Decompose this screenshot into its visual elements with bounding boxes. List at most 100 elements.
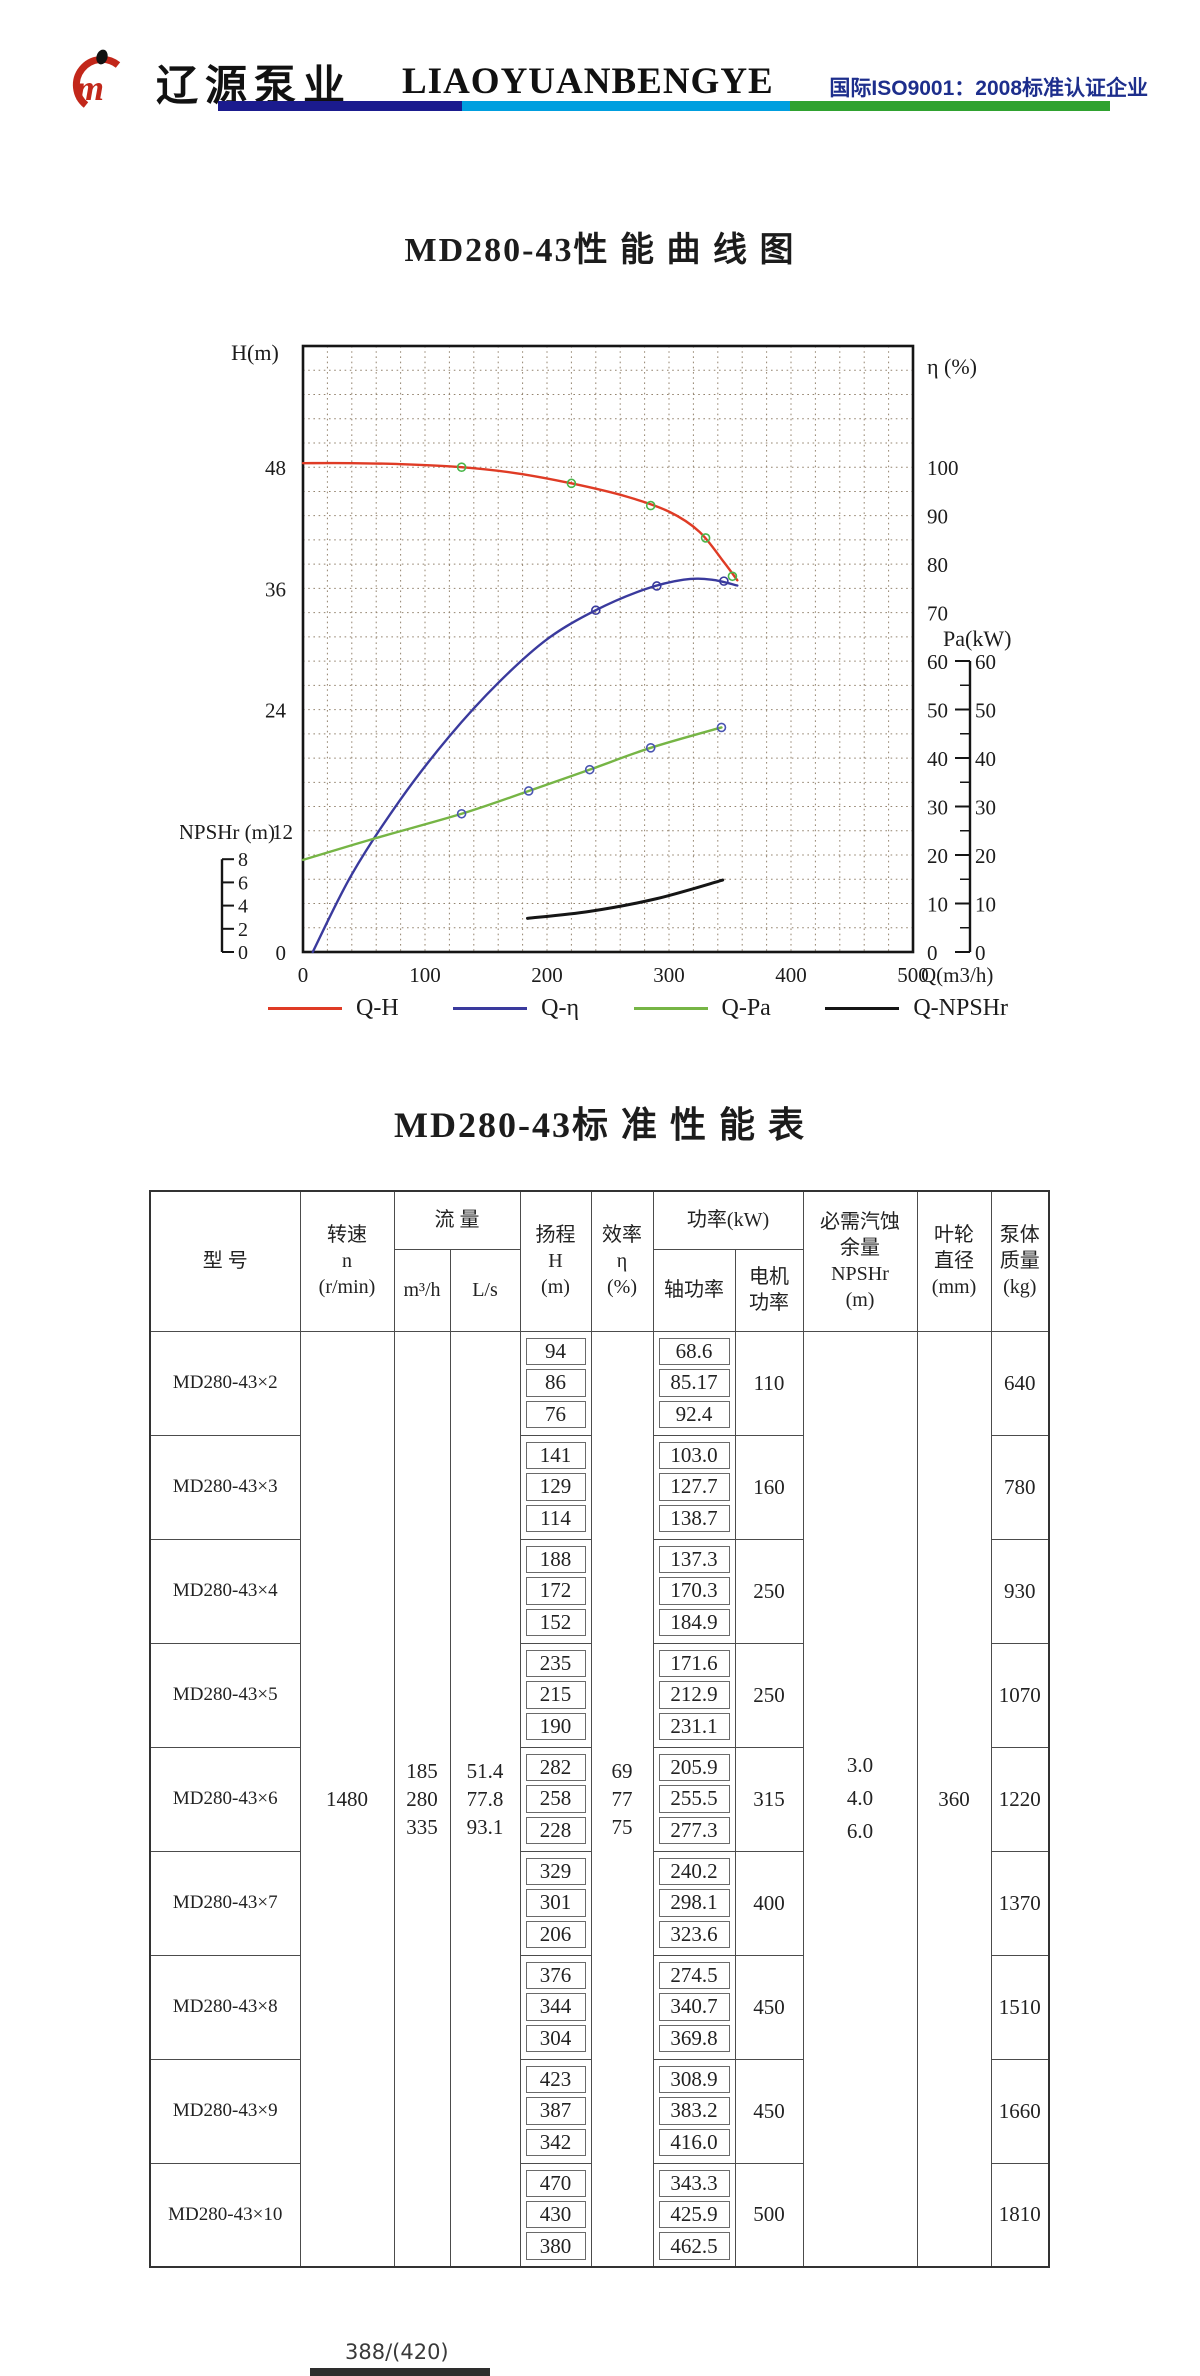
shaft-power-cell-value: 255.5 bbox=[658, 1785, 730, 1813]
legend-label: Q-Pa bbox=[721, 995, 771, 1021]
shaft-power-cell-value: 369.8 bbox=[658, 2024, 730, 2052]
col-header-speed: 转速 n (r/min) bbox=[299, 1190, 395, 1332]
shaft-power-cell-value: 274.5 bbox=[658, 1962, 730, 1990]
motor-power-cell: 315 bbox=[734, 1746, 804, 1852]
h-tick-label: 36 bbox=[265, 577, 286, 601]
head-cell-value: 329 bbox=[525, 1858, 586, 1886]
shaft-power-cell-value: 277.3 bbox=[658, 1816, 730, 1844]
weight-cell: 640 bbox=[990, 1330, 1050, 1436]
model-cell: MD280-43×4 bbox=[149, 1538, 301, 1644]
company-logo: m bbox=[72, 49, 121, 108]
eta-tick-label: 40 bbox=[927, 747, 948, 771]
shaft-power-cell-value: 127.7 bbox=[658, 1473, 730, 1501]
x-tick-label: 0 bbox=[298, 963, 309, 987]
weight-cell: 780 bbox=[990, 1434, 1050, 1540]
iso-certification-text: 国际ISO9001：2008标准认证企业 bbox=[829, 77, 1148, 100]
shaft-power-cell: 103.0 127.7 138.7 bbox=[652, 1434, 736, 1540]
shaft-power-cell-value: 425.9 bbox=[658, 2201, 730, 2229]
eta-tick-label: 60 bbox=[927, 650, 948, 674]
h-tick-label: 48 bbox=[265, 456, 286, 480]
col-header-motor-power: 电机 功率 bbox=[734, 1248, 804, 1332]
head-cell-value: 129 bbox=[525, 1473, 586, 1501]
col-header-impeller: 叶轮 直径 (mm) bbox=[916, 1190, 992, 1332]
eta-tick-label: 50 bbox=[927, 699, 948, 723]
head-cell-value: 301 bbox=[525, 1889, 586, 1917]
chart-title: MD280-43性 能 曲 线 图 bbox=[404, 232, 796, 269]
weight-cell: 1810 bbox=[990, 2162, 1050, 2268]
model-cell: MD280-43×9 bbox=[149, 2058, 301, 2164]
shaft-power-cell-value: 137.3 bbox=[658, 1546, 730, 1574]
x-tick-label: 100 bbox=[409, 963, 441, 987]
series-Q-Pa bbox=[301, 726, 723, 862]
shaft-power-cell-value: 340.7 bbox=[658, 1993, 730, 2021]
npshr-cell-value: 6.0 bbox=[846, 1819, 874, 1844]
head-cell-value: 152 bbox=[525, 1608, 586, 1636]
pa-tick-label: 20 bbox=[975, 844, 996, 868]
shaft-power-cell-value: 343.3 bbox=[658, 2169, 730, 2198]
shaft-power-cell-value: 298.1 bbox=[658, 1889, 730, 1917]
shaft-power-cell-value: 308.9 bbox=[658, 2066, 730, 2094]
head-cell: 235 215 190 bbox=[519, 1642, 592, 1748]
table-row: MD280-43×8 376 344 304 274.5 340.7 369.8 450 151… bbox=[149, 1954, 1050, 2060]
marker-Q-η bbox=[590, 605, 601, 616]
shaft-power-cell-value: 171.6 bbox=[658, 1650, 730, 1678]
performance-table-wrap: 型 号转速 n (r/min) 流 量扬程 H (m) 效率 η (%) 功率(kW)… bbox=[149, 1190, 1051, 2268]
marker-Q-H bbox=[700, 533, 711, 543]
efficiency-cell: 69 77 75 bbox=[590, 1330, 654, 2268]
eta-tick-label: 100 bbox=[927, 456, 959, 480]
head-cell: 329 301 206 bbox=[519, 1850, 592, 1956]
npshr-tick-label: 8 bbox=[238, 849, 248, 871]
legend-label: Q-H bbox=[356, 995, 399, 1021]
shaft-power-cell: 308.9 383.2 416.0 bbox=[652, 2058, 736, 2164]
head-cell-value: 114 bbox=[525, 1504, 586, 1532]
head-cell-value: 344 bbox=[525, 1993, 586, 2021]
marker-Q-Pa bbox=[716, 722, 727, 733]
flow-ls-cell-value: 77.8 bbox=[466, 1786, 504, 1811]
shaft-power-cell-value: 68.6 bbox=[658, 1338, 730, 1366]
head-cell: 470 430 380 bbox=[519, 2162, 592, 2268]
marker-Q-η bbox=[651, 581, 662, 591]
head-cell-value: 190 bbox=[525, 1712, 586, 1740]
head-cell-value: 387 bbox=[525, 2097, 586, 2125]
x-axis-label: Q(m3/h) bbox=[921, 963, 993, 987]
shaft-power-cell-value: 240.2 bbox=[658, 1858, 730, 1886]
shaft-power-cell: 205.9 255.5 277.3 bbox=[652, 1746, 736, 1852]
table-row: MD280-43×10 470 430 380 343.3 425.9 462.5 500 18… bbox=[149, 2162, 1050, 2268]
col-header-weight: 泵体 质量 (kg) bbox=[990, 1190, 1050, 1332]
col-header-efficiency: 效率 η (%) bbox=[590, 1190, 654, 1332]
model-cell: MD280-43×5 bbox=[149, 1642, 301, 1748]
shaft-power-cell: 68.6 85.17 92.4 bbox=[652, 1330, 736, 1436]
impeller-cell: 360 bbox=[916, 1330, 992, 2268]
flow-m3h-cell-value: 280 bbox=[406, 1786, 438, 1811]
model-cell: MD280-43×10 bbox=[149, 2162, 301, 2268]
model-cell: MD280-43×2 bbox=[149, 1330, 301, 1436]
shaft-power-cell: 240.2 298.1 323.6 bbox=[652, 1850, 736, 1956]
shaft-power-cell-value: 231.1 bbox=[658, 1712, 730, 1740]
head-cell-value: 282 bbox=[525, 1754, 586, 1782]
company-name-en: LIAOYUANBENGYE bbox=[402, 61, 774, 102]
flow-m3h-cell: 185 280 335 bbox=[393, 1330, 451, 2268]
head-cell-value: 228 bbox=[525, 1816, 586, 1844]
flow-m3h-cell-value: 185 bbox=[406, 1758, 438, 1783]
head-cell-value: 235 bbox=[525, 1650, 586, 1678]
table-row: MD280-43×7 329 301 206 240.2 298.1 323.6 400 137… bbox=[149, 1850, 1050, 1956]
legend-line bbox=[453, 1007, 528, 1010]
shaft-power-cell-value: 92.4 bbox=[658, 1400, 730, 1428]
motor-power-cell: 110 bbox=[734, 1330, 804, 1436]
marker-Q-H bbox=[456, 462, 467, 472]
col-header-flow-m3h: m³/h bbox=[393, 1248, 451, 1332]
flow-ls-cell-value: 93.1 bbox=[466, 1814, 504, 1839]
x-tick-label: 400 bbox=[775, 963, 807, 987]
motor-power-cell: 250 bbox=[734, 1538, 804, 1644]
head-cell-value: 86 bbox=[525, 1369, 586, 1397]
marker-Q-η bbox=[719, 576, 729, 586]
head-cell-value: 215 bbox=[525, 1681, 586, 1709]
pa-tick-label: 60 bbox=[975, 650, 996, 674]
col-header-flow: 流 量 bbox=[393, 1190, 521, 1250]
motor-power-cell: 160 bbox=[734, 1434, 804, 1540]
shaft-power-cell-value: 103.0 bbox=[658, 1442, 730, 1470]
svg-text:m: m bbox=[76, 68, 104, 108]
eta-tick-label: 30 bbox=[927, 796, 948, 820]
head-cell-value: 141 bbox=[525, 1442, 586, 1470]
plot-border bbox=[301, 344, 915, 954]
